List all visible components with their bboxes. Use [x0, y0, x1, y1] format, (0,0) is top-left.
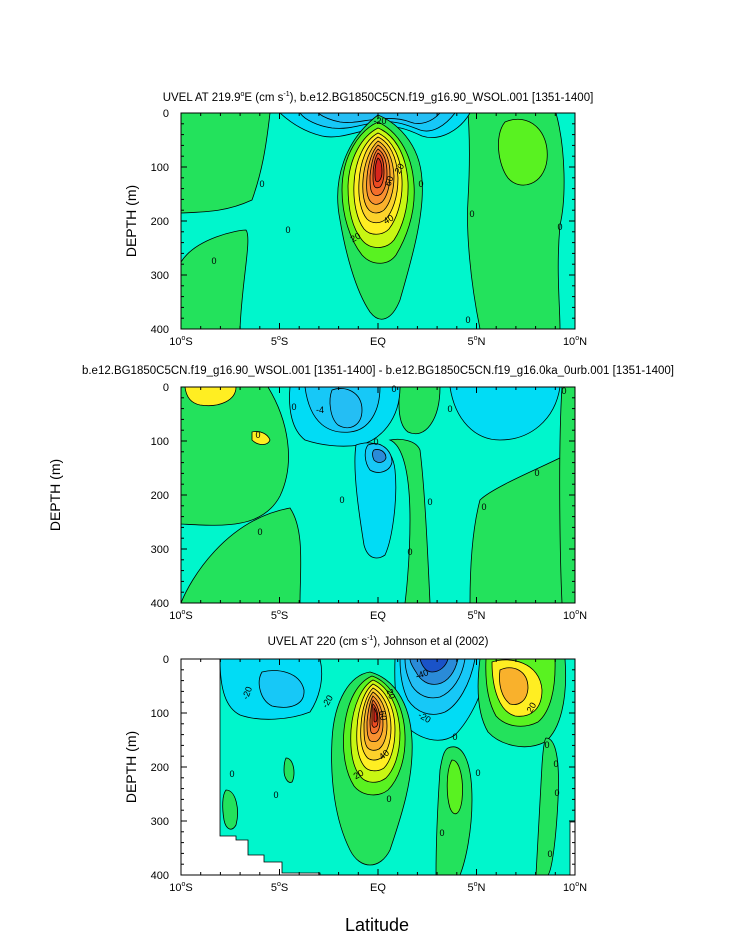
contour-label: 0	[418, 179, 423, 189]
x-tick-label: 5oN	[468, 609, 486, 622]
contour-label: 20	[525, 701, 539, 715]
contour-label: 0	[481, 502, 486, 512]
contour-label: 0	[561, 386, 566, 396]
contour-label: 0	[547, 849, 552, 859]
y-tick-label: 100	[151, 162, 169, 174]
contour-label: 0	[469, 209, 474, 219]
panel-1: UVEL AT 219.9oE (cm s-1), b.e12.BG1850C5…	[123, 91, 593, 348]
x-tick-label: EQ	[370, 610, 386, 622]
y-tick-label: 0	[163, 382, 169, 394]
panel-2: b.e12.BG1850C5CN.f19_g16.90_WSOL.001 [13…	[82, 365, 674, 622]
x-tick-label: 10oS	[169, 335, 193, 348]
contour-label: 0	[339, 495, 344, 505]
x-tick-label: 5oN	[468, 335, 486, 348]
contour-label: 0	[229, 769, 234, 779]
contour-label: -4	[316, 405, 324, 415]
x-tick-label: EQ	[370, 882, 386, 894]
contour-label: -20	[240, 685, 254, 701]
panel-1-title: UVEL AT 219.9oE (cm s-1), b.e12.BG1850C5…	[163, 91, 594, 104]
x-tick-label: EQ	[370, 336, 386, 348]
y-tick-label: 200	[151, 762, 169, 774]
contour-label: 20	[352, 768, 366, 782]
contour-label: 0	[534, 468, 539, 478]
x-tick-label: 5oS	[271, 881, 288, 894]
panel-2-contours	[181, 387, 575, 603]
contour-label: -40	[414, 667, 430, 681]
y-tick-label: 100	[151, 436, 169, 448]
y-tick-label: 400	[151, 324, 169, 336]
contour-label: 0	[285, 225, 290, 235]
contour-label: 0	[553, 759, 558, 769]
panel-1-contours	[181, 113, 575, 329]
panel-1-contour-labels: -20 20 60 40 20 0 0 0 0 0 0 0	[211, 116, 562, 325]
contour-label: 0	[259, 179, 264, 189]
contour-label: 0	[291, 402, 296, 412]
contour-label: 0	[439, 828, 444, 838]
y-tick-label: 200	[151, 216, 169, 228]
contour-label: -20	[373, 116, 386, 126]
x-tick-label: 10oN	[563, 881, 587, 894]
contour-label: 0	[407, 547, 412, 557]
x-tick-label: 10oN	[563, 335, 587, 348]
y-tick-label: 200	[151, 490, 169, 502]
contour-label: 0	[447, 404, 452, 414]
contour-label: 0	[386, 794, 391, 804]
contour-label: 0	[257, 527, 262, 537]
panel-2-contour-labels: -4 0 0 0 0 0 0 0 0 0 0 0 0	[255, 384, 566, 557]
y-tick-label: 300	[151, 544, 169, 556]
contour-label: 0	[211, 256, 216, 266]
x-tick-label: 5oS	[271, 335, 288, 348]
y-tick-label: 400	[151, 870, 169, 882]
contour-label: 0	[544, 740, 549, 750]
figure-ylabel: DEPTH (m)	[47, 459, 63, 531]
x-tick-label: 10oS	[169, 881, 193, 894]
panel-2-title: b.e12.BG1850C5CN.f19_g16.90_WSOL.001 [13…	[82, 365, 674, 377]
contour-label: 0	[255, 430, 260, 440]
y-tick-label: 0	[163, 654, 169, 666]
y-tick-label: 300	[151, 270, 169, 282]
x-tick-label: 10oS	[169, 609, 193, 622]
contour-label: 40	[377, 748, 391, 762]
contour-label: 0	[391, 384, 396, 394]
y-tick-label: 300	[151, 816, 169, 828]
contour-label: 0	[373, 437, 378, 447]
figure-xlabel: Latitude	[345, 915, 409, 935]
panel-1-ylabel: DEPTH (m)	[123, 185, 139, 257]
panel-3-contours	[219, 659, 575, 875]
contour-label: 20	[349, 231, 363, 245]
x-tick-label: 10oN	[563, 609, 587, 622]
contour-label: 0	[273, 790, 278, 800]
contour-label: 0	[554, 788, 559, 798]
contour-label: 60	[383, 175, 396, 188]
panel-3: UVEL AT 220 (cm s-1), Johnson et al (200…	[123, 635, 587, 894]
contour-label: 0	[427, 497, 432, 507]
contour-label: 20	[384, 688, 397, 701]
contour-label: 0	[465, 315, 470, 325]
y-tick-label: 100	[151, 708, 169, 720]
contour-label: 20	[393, 162, 407, 176]
contour-label: 60	[377, 710, 389, 722]
panel-3-ylabel: DEPTH (m)	[123, 731, 139, 803]
panel-2-ticks: 10oS 5oS EQ 5oN 10oN 0 100 200 300 400	[151, 382, 587, 622]
y-tick-label: 400	[151, 598, 169, 610]
contour-label: 0	[452, 732, 457, 742]
x-tick-label: 5oN	[468, 881, 486, 894]
contour-label: 0	[557, 222, 562, 232]
contour-label: 40	[382, 213, 396, 227]
panel-3-title: UVEL AT 220 (cm s-1), Johnson et al (200…	[268, 635, 489, 648]
y-tick-label: 0	[163, 108, 169, 120]
x-tick-label: 5oS	[271, 609, 288, 622]
contour-label: 0	[475, 768, 480, 778]
